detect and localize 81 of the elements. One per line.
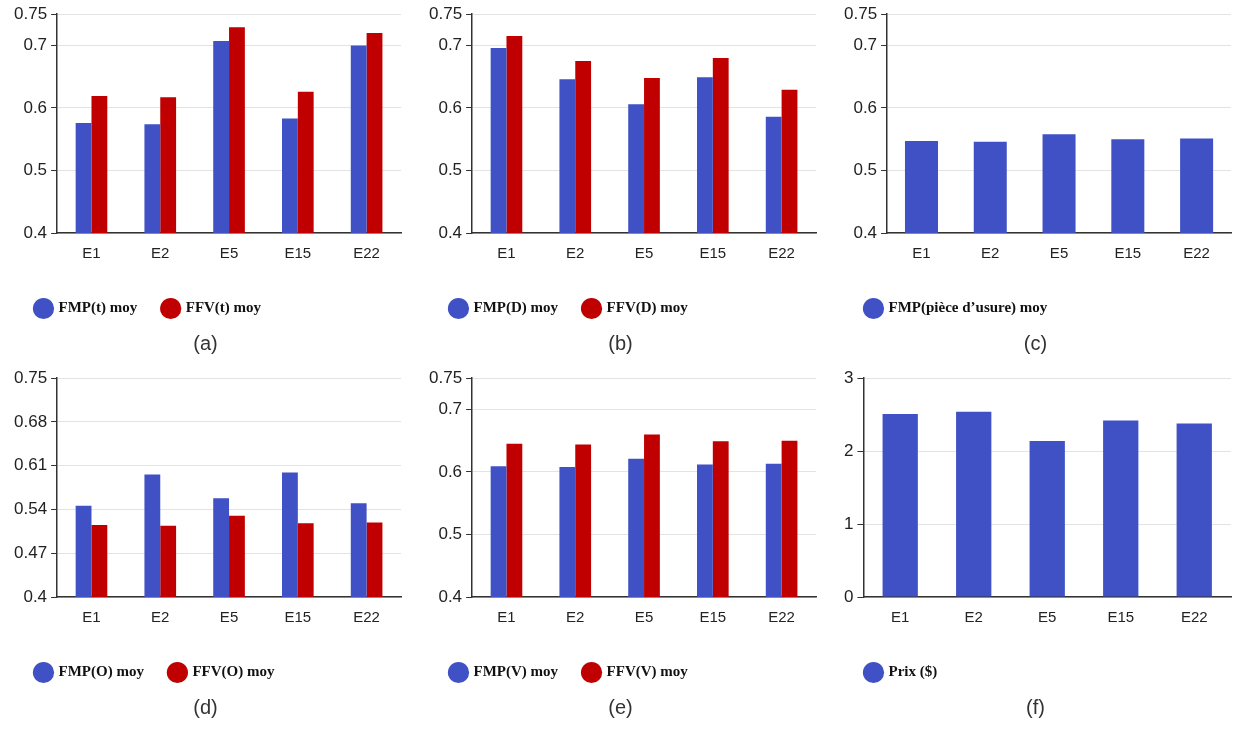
x-tick-label: E2 <box>151 244 170 262</box>
x-tick-label: E2 <box>566 244 585 262</box>
y-tick-label: 0.68 <box>13 411 48 431</box>
legend-label: FFV(t) moy <box>185 299 262 317</box>
y-tick-label: 0.7 <box>438 35 463 55</box>
x-tick-label: E1 <box>891 608 910 626</box>
x-tick-label: E5 <box>1038 608 1057 626</box>
y-tick-label: 0.75 <box>428 367 463 387</box>
y-tick-label: 2 <box>843 440 854 460</box>
text: (b) <box>608 331 633 354</box>
y-tick-label: 0.5 <box>438 160 463 180</box>
text: (f) <box>1026 695 1045 718</box>
legend-label: FMP(t) moy <box>58 299 138 317</box>
x-tick-label: E15 <box>284 608 312 626</box>
y-tick-label: 0.75 <box>13 3 48 23</box>
y-tick-label: 0.6 <box>438 461 463 481</box>
x-tick-label: E2 <box>964 608 983 626</box>
legend-label: FMP(pièce d’usure) moy <box>888 299 1048 317</box>
legend-label: Prix ($) <box>888 663 938 681</box>
text: (a) <box>193 331 218 354</box>
x-tick-label: E1 <box>912 244 931 262</box>
bar <box>1029 440 1065 597</box>
bar <box>1176 423 1212 597</box>
x-tick-label: E15 <box>699 244 727 262</box>
y-tick-label: 0.75 <box>428 3 463 23</box>
x-tick-label: E2 <box>566 608 585 626</box>
y-tick-label: 0.4 <box>438 222 463 242</box>
x-tick-label: E22 <box>768 244 795 262</box>
y-tick-label: 0.5 <box>853 160 878 180</box>
y-tick-label: 0.75 <box>843 3 878 23</box>
bar <box>956 411 992 597</box>
x-tick-label: E1 <box>497 608 516 626</box>
x-tick-label: E5 <box>634 608 654 626</box>
y-tick-label: 0 <box>843 586 854 606</box>
x-tick-label: E15 <box>699 608 727 626</box>
x-tick-label: E22 <box>1183 244 1210 262</box>
y-tick-label: 0.6 <box>853 97 878 117</box>
legend-label: FFV(V) moy <box>606 663 689 681</box>
y-tick-label: 0.61 <box>13 455 48 475</box>
x-tick-label: E22 <box>353 244 380 262</box>
legend-label: FMP(V) moy <box>473 663 559 681</box>
x-tick-label: E2 <box>151 608 170 626</box>
bar <box>1103 420 1139 597</box>
y-tick-label: 0.7 <box>853 35 878 55</box>
y-tick-label: 0.54 <box>13 499 48 519</box>
x-tick-label: E1 <box>497 244 516 262</box>
x-tick-label: E15 <box>1114 244 1142 262</box>
y-tick-label: 0.5 <box>23 160 48 180</box>
y-tick-label: 0.4 <box>23 222 48 242</box>
text: (e) <box>608 695 633 718</box>
y-tick-label: 0.4 <box>438 586 463 606</box>
x-tick-label: E22 <box>353 608 380 626</box>
legend-label: FFV(D) moy <box>606 299 689 317</box>
y-tick-label: 0.7 <box>438 399 463 419</box>
bar <box>882 413 918 597</box>
x-tick-label: E5 <box>219 608 239 626</box>
y-tick-label: 0.6 <box>438 97 463 117</box>
legend-label: FMP(D) moy <box>473 299 559 317</box>
legend-label: FFV(O) moy <box>192 663 275 681</box>
x-tick-label: E5 <box>1049 244 1069 262</box>
y-tick-label: 0.5 <box>438 524 463 544</box>
y-tick-label: 0.4 <box>23 586 48 606</box>
text: (d) <box>193 695 218 718</box>
y-tick-label: 0.6 <box>23 97 48 117</box>
x-tick-label: E22 <box>1180 608 1208 626</box>
x-tick-label: E5 <box>634 244 654 262</box>
y-tick-label: 0.4 <box>853 222 878 242</box>
y-tick-label: 0.47 <box>13 542 48 562</box>
text: (c) <box>1023 331 1048 354</box>
y-tick-label: 0.7 <box>23 35 48 55</box>
y-tick-label: 3 <box>843 367 854 387</box>
x-tick-label: E22 <box>768 608 795 626</box>
legend-label: FMP(O) moy <box>58 663 145 681</box>
x-tick-label: E1 <box>82 244 101 262</box>
x-tick-label: E15 <box>1107 608 1135 626</box>
y-tick-label: 1 <box>843 513 854 533</box>
x-tick-label: E15 <box>284 244 312 262</box>
x-tick-label: E2 <box>981 244 1000 262</box>
x-tick-label: E5 <box>219 244 239 262</box>
x-tick-label: E1 <box>82 608 101 626</box>
y-tick-label: 0.75 <box>13 367 48 387</box>
